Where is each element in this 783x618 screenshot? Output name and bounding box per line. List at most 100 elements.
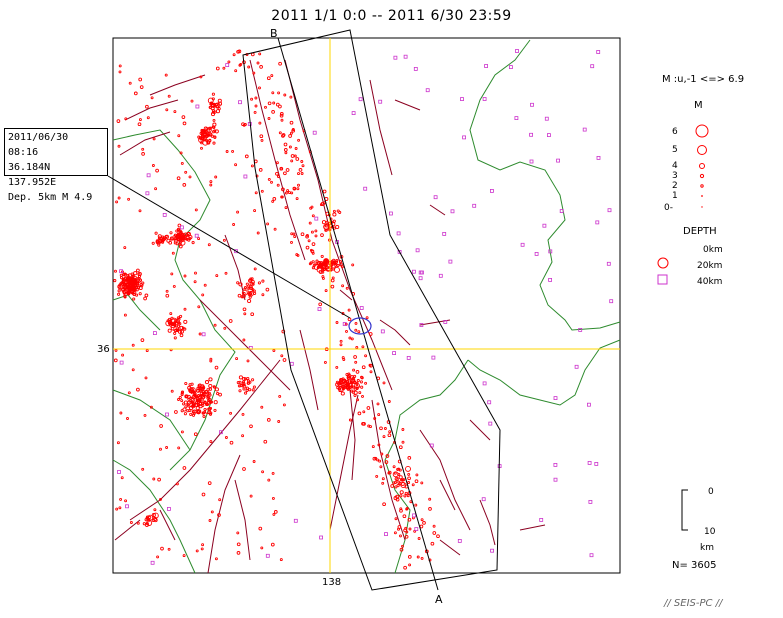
earthquake-marker (278, 131, 282, 135)
earthquake-marker (298, 168, 303, 172)
section-label-a: A (435, 593, 443, 606)
earthquake-marker (276, 175, 280, 178)
earthquake-marker (152, 477, 156, 481)
earthquake-marker (180, 409, 184, 413)
deep-earthquake-marker (359, 306, 364, 310)
deep-earthquake-marker (411, 269, 416, 274)
fault-trace (159, 509, 176, 541)
earthquake-marker (266, 418, 271, 422)
earthquake-marker (186, 401, 191, 406)
earthquake-marker (258, 86, 261, 90)
earthquake-marker (311, 260, 315, 264)
earthquake-marker (135, 288, 139, 292)
fault-trace (129, 359, 281, 521)
earthquake-marker (284, 151, 288, 155)
earthquake-marker (241, 412, 245, 416)
earthquake-marker (133, 271, 138, 276)
earthquake-marker (309, 248, 313, 252)
earthquake-marker (283, 93, 287, 97)
earthquake-marker (387, 433, 392, 438)
earthquake-marker (428, 507, 432, 511)
earthquake-marker (323, 262, 328, 267)
earthquake-marker (377, 443, 381, 447)
earthquake-marker (172, 284, 176, 288)
earthquake-marker (393, 471, 397, 475)
earthquake-marker (247, 381, 251, 385)
earthquake-marker (143, 296, 147, 301)
earthquake-marker (409, 500, 413, 504)
event-location: 36.184N 137.952E (8, 162, 57, 188)
earthquake-marker (308, 221, 312, 225)
deep-earthquake-marker (238, 100, 242, 105)
deep-earthquake-marker (194, 233, 199, 238)
earthquake-marker (176, 316, 180, 320)
earthquake-marker (251, 378, 255, 382)
earthquake-marker (141, 467, 145, 471)
earthquake-marker (432, 531, 437, 535)
depth-level-40: 40km (697, 277, 722, 287)
earthquake-marker (300, 160, 304, 163)
deep-earthquake-marker (265, 553, 270, 558)
deep-earthquake-marker (515, 49, 519, 53)
earthquake-marker (279, 167, 283, 171)
deep-earthquake-marker (431, 355, 436, 360)
deep-earthquake-marker (438, 273, 443, 278)
software-credit: // SEIS-PC // (664, 598, 723, 609)
magnitude-heading: M (694, 100, 703, 111)
earthquake-marker (179, 314, 183, 318)
earthquake-marker (399, 547, 404, 552)
earthquake-marker (207, 133, 211, 137)
earthquake-marker (187, 385, 192, 390)
cross-section-region (242, 29, 501, 591)
earthquake-marker (121, 284, 125, 289)
mag-symbol-4 (699, 163, 705, 169)
earthquake-marker (114, 348, 118, 352)
earthquake-marker (399, 494, 403, 498)
earthquake-marker (430, 541, 435, 546)
deep-earthquake-marker (179, 225, 184, 230)
earthquake-marker (275, 171, 279, 176)
earthquake-marker (203, 283, 207, 287)
deep-earthquake-marker (413, 67, 418, 71)
earthquake-marker (324, 263, 328, 267)
earthquake-marker (242, 338, 246, 342)
earthquake-marker (214, 102, 221, 109)
earthquake-marker (288, 145, 292, 149)
earthquake-marker (249, 494, 253, 498)
earthquake-marker (199, 75, 203, 79)
deep-earthquake-marker (396, 231, 401, 236)
earthquake-marker (387, 471, 391, 475)
earthquake-marker (407, 555, 412, 559)
earthquake-marker (414, 503, 418, 507)
depth-heading: DEPTH (683, 226, 717, 237)
earthquake-marker (173, 331, 177, 335)
fault-trace (119, 131, 171, 156)
earthquake-marker (129, 521, 133, 524)
earthquake-marker (379, 426, 383, 431)
earthquake-marker (417, 537, 421, 540)
earthquake-marker (352, 368, 356, 372)
deep-earthquake-marker (489, 188, 494, 193)
earthquake-marker (122, 291, 126, 295)
earthquake-marker (359, 380, 363, 384)
earthquake-marker (242, 376, 247, 382)
earthquake-marker (278, 61, 282, 66)
map-title: 2011 1/1 0:0 -- 2011 6/30 23:59 (271, 8, 512, 24)
deep-earthquake-marker (415, 248, 420, 253)
earthquake-marker (165, 108, 169, 112)
earthquake-marker (324, 224, 328, 228)
shallow-earthquakes (113, 49, 440, 570)
earthquake-marker (397, 472, 401, 476)
earthquake-marker (180, 399, 184, 403)
earthquake-marker (241, 380, 246, 384)
earthquake-marker (181, 115, 186, 119)
mainshock-marker (348, 317, 372, 335)
deep-earthquake-marker (587, 402, 591, 407)
earthquake-marker (305, 234, 309, 239)
earthquake-marker (218, 392, 222, 397)
earthquake-marker (129, 288, 133, 292)
earthquake-marker (200, 128, 204, 132)
earthquake-marker (246, 376, 250, 381)
earthquake-marker (271, 496, 275, 500)
earthquake-marker (288, 134, 292, 138)
